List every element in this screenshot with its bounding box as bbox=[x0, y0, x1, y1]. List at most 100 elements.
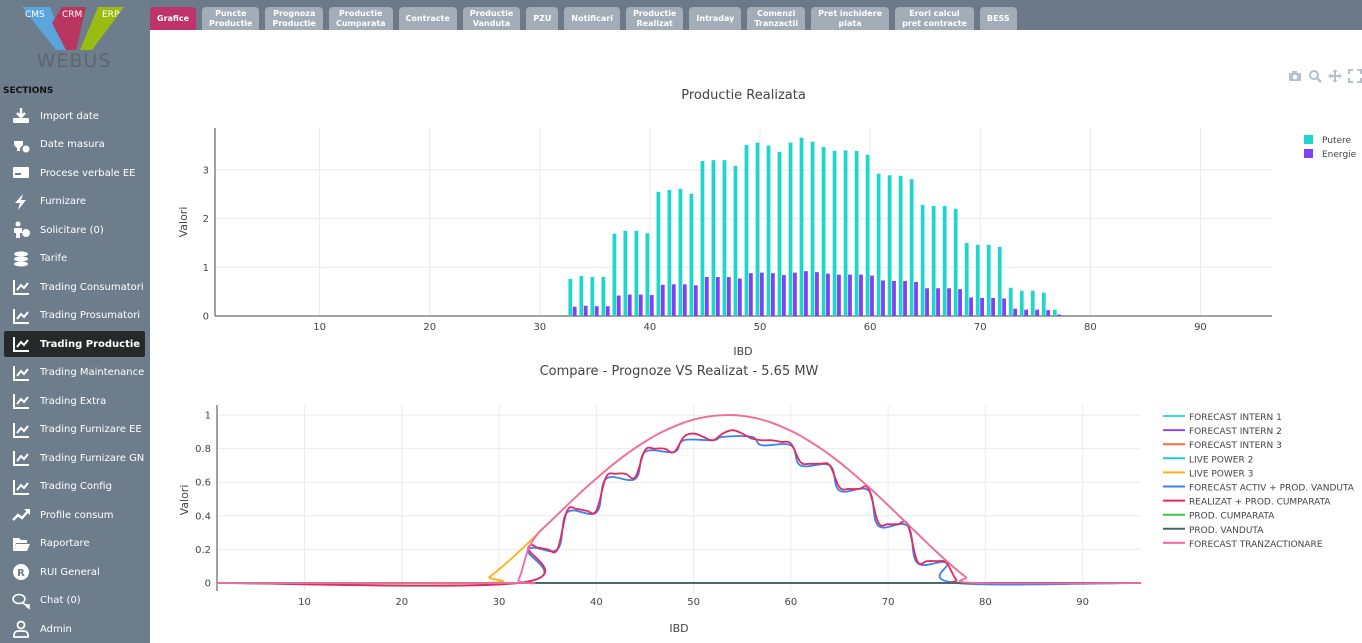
bar-putere bbox=[733, 165, 738, 316]
sidebar-item-trading-prosumatori[interactable]: Trading Prosumatori bbox=[4, 303, 145, 329]
sidebar-item-date-masura[interactable]: Date masura bbox=[4, 132, 145, 158]
tab-productie-realizat[interactable]: Productie Realizat bbox=[625, 7, 684, 30]
tab-intraday[interactable]: Intraday bbox=[689, 7, 742, 30]
bar-putere bbox=[1041, 292, 1046, 316]
sidebar-item-trading-furnizare-ee[interactable]: Trading Furnizare EE bbox=[4, 417, 145, 443]
x-tick-label: 50 bbox=[687, 597, 700, 608]
sidebar-item-trading-productie[interactable]: Trading Productie bbox=[4, 331, 145, 357]
y-tick-label: 0.6 bbox=[195, 478, 211, 489]
x-tick-label: 80 bbox=[979, 597, 992, 608]
bar-putere bbox=[986, 244, 991, 316]
tab-comenzi-tranzactii[interactable]: Comenzi Tranzactii bbox=[747, 7, 806, 30]
tab-pzu[interactable]: PZU bbox=[526, 7, 559, 30]
autoscale-icon[interactable] bbox=[1348, 68, 1362, 83]
sidebar-item-trading-config[interactable]: Trading Config bbox=[4, 474, 145, 500]
tab-pret-inchidere-piata[interactable]: Pret inchidere piata bbox=[811, 7, 890, 30]
bar-putere bbox=[590, 277, 595, 316]
sidebar-item-rui-general[interactable]: R RUI General bbox=[4, 559, 145, 585]
sidebar-item-label: Profile consum bbox=[40, 509, 114, 521]
bar-putere bbox=[601, 277, 606, 316]
bar-putere bbox=[755, 142, 760, 316]
legend-swatch bbox=[1304, 135, 1313, 144]
legend-label: PROD. VANDUTA bbox=[1189, 526, 1264, 536]
bar-putere bbox=[964, 242, 969, 316]
x-tick-label: 90 bbox=[1194, 322, 1207, 333]
bar-energie bbox=[859, 274, 863, 316]
legend-label: FORECAST TRANZACTIONARE bbox=[1189, 540, 1323, 550]
bar-putere bbox=[810, 141, 815, 316]
sidebar-item-label: Admin bbox=[40, 623, 72, 635]
x-tick-label: 90 bbox=[1076, 597, 1089, 608]
sidebar-item-profile-consum[interactable]: Profile consum bbox=[4, 502, 145, 528]
sidebar-item-furnizare[interactable]: Furnizare bbox=[4, 189, 145, 215]
bar-energie bbox=[748, 273, 753, 316]
bar-energie bbox=[826, 273, 830, 316]
bar-putere bbox=[909, 179, 914, 316]
sidebar-item-trading-maintenance[interactable]: Trading Maintenance bbox=[4, 360, 145, 386]
chart-line-icon bbox=[10, 335, 32, 353]
tab-puncte-productie[interactable]: Puncte Productie bbox=[202, 7, 260, 30]
tab-productie-cumparata[interactable]: Productie Cumparata bbox=[328, 7, 393, 30]
bar-putere bbox=[1008, 287, 1013, 316]
bar-putere bbox=[997, 246, 1002, 316]
coins-icon bbox=[10, 250, 32, 268]
svg-text:ERP: ERP bbox=[102, 10, 120, 20]
sidebar: CMS CRM ERP WEBUS SECTIONS Import date Da… bbox=[0, 0, 150, 643]
pan-icon[interactable] bbox=[1328, 68, 1342, 83]
tab-contracte[interactable]: Contracte bbox=[398, 7, 457, 30]
tab-productie-vanduta[interactable]: Productie Vanduta bbox=[462, 7, 521, 30]
bar-energie bbox=[726, 277, 731, 316]
tab-bess[interactable]: BESS bbox=[979, 7, 1017, 30]
legend-label: FORECAST INTERN 1 bbox=[1189, 413, 1282, 423]
legend-label: LIVE POWER 3 bbox=[1189, 469, 1253, 479]
sidebar-item-label: Trading Furnizare EE bbox=[40, 424, 142, 435]
bar-putere bbox=[1052, 309, 1057, 316]
legend-label: REALIZAT + PROD. CUMPARATA bbox=[1189, 498, 1331, 508]
tab-grafice[interactable]: Grafice bbox=[150, 7, 197, 30]
sidebar-item-label: Trading Productie bbox=[40, 338, 141, 350]
sidebar-item-trading-consumatori[interactable]: Trading Consumatori bbox=[4, 274, 145, 300]
tab-prognoza-productie[interactable]: Prognoza Productie bbox=[265, 7, 323, 30]
tab-notificari[interactable]: Notificari bbox=[564, 7, 620, 30]
sidebar-item-admin[interactable]: Admin bbox=[4, 616, 145, 642]
chart-line-icon bbox=[10, 307, 32, 325]
legend-label: LIVE POWER 2 bbox=[1189, 455, 1253, 465]
sidebar-item-raportare[interactable]: Raportare bbox=[4, 531, 145, 557]
bar-putere bbox=[854, 150, 859, 316]
bar-energie bbox=[969, 297, 973, 316]
bar-energie bbox=[605, 306, 610, 316]
bar-energie bbox=[1035, 309, 1040, 316]
bar-putere bbox=[1030, 290, 1035, 316]
sidebar-item-solicitare-0[interactable]: Solicitare (0) bbox=[4, 217, 145, 243]
sidebar-item-trading-extra[interactable]: Trading Extra bbox=[4, 388, 145, 414]
folder-open-icon bbox=[10, 535, 32, 553]
x-tick-label: 50 bbox=[754, 322, 767, 333]
zoom-icon[interactable] bbox=[1308, 68, 1322, 83]
x-tick-label: 30 bbox=[493, 597, 506, 608]
sidebar-item-label: Raportare bbox=[40, 538, 90, 549]
chart-line-icon bbox=[10, 449, 32, 467]
user-icon bbox=[10, 620, 32, 638]
bar-energie bbox=[693, 285, 698, 316]
sidebar-item-trading-furnizare-gn[interactable]: Trading Furnizare GN bbox=[4, 445, 145, 471]
y-tick-label: 0.8 bbox=[195, 444, 211, 455]
sidebar-item-tarife[interactable]: Tarife bbox=[4, 246, 145, 272]
sidebar-item-label: Chat (0) bbox=[40, 595, 81, 606]
sidebar-item-chat-0[interactable]: Chat (0) bbox=[4, 588, 145, 614]
bar-energie bbox=[892, 280, 896, 316]
tab-erori-calcul-pret-contracte[interactable]: Erori calcul pret contracte bbox=[895, 7, 974, 30]
sidebar-item-label: Trading Config bbox=[40, 481, 112, 492]
x-tick-label: 20 bbox=[423, 322, 436, 333]
sidebar-item-procese-verbale-ee[interactable]: Procese verbale EE bbox=[4, 160, 145, 186]
sidebar-item-import-date[interactable]: Import date bbox=[4, 103, 145, 129]
sidebar-item-label: Trading Consumatori bbox=[40, 281, 144, 293]
chart-line-icon bbox=[10, 278, 32, 296]
bar-energie bbox=[1046, 310, 1051, 316]
bar-energie bbox=[671, 284, 676, 316]
y-axis-label: Valori bbox=[178, 485, 191, 516]
camera-icon[interactable] bbox=[1288, 68, 1302, 82]
chart-title: Productie Realizata bbox=[681, 88, 806, 103]
bar-energie bbox=[715, 277, 720, 316]
chart-line-icon bbox=[10, 392, 32, 410]
sidebar-item-label: Import date bbox=[40, 110, 99, 122]
